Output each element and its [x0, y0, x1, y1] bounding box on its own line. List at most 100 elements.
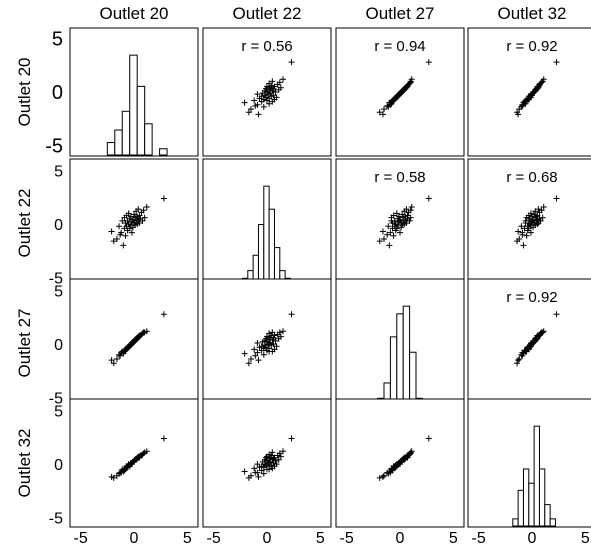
scatter-point [266, 80, 273, 87]
scatter-point [522, 220, 529, 226]
histogram-bar [538, 468, 546, 527]
scatter-point [241, 99, 248, 106]
scatter-point [254, 349, 261, 356]
scatter-point [540, 76, 547, 83]
scatter-point [520, 350, 527, 357]
correlation-label: r = 0.92 [506, 38, 557, 55]
histogram-bar [129, 54, 138, 156]
scatter-point [110, 360, 117, 367]
scatter-point [403, 220, 410, 226]
histogram-bar [402, 305, 411, 407]
scatter-point [553, 311, 560, 318]
scatter-point [539, 329, 546, 336]
scatter-point [381, 106, 387, 113]
scatter-point [270, 341, 277, 348]
scatter-point [251, 346, 258, 353]
scatter-point [139, 217, 146, 224]
scatter-point [128, 229, 135, 236]
scatter-point [386, 468, 393, 475]
scatter-point [140, 450, 147, 457]
scatter-point [264, 83, 270, 90]
scatter-point [118, 229, 125, 236]
scatter-point [248, 106, 254, 113]
scatter-point [254, 340, 261, 346]
y-tick-label: 0 [52, 82, 63, 104]
scatter-point [397, 216, 403, 223]
scatter-point [126, 225, 133, 232]
scatter-point [273, 461, 280, 468]
x-tick-label: -5 [74, 530, 88, 547]
scatter-point [267, 340, 274, 346]
scatter-point [245, 360, 252, 367]
panel-3-2 [335, 398, 465, 528]
scatter-point [425, 195, 432, 202]
scatter-point [553, 195, 560, 202]
panel-1-2: r = 0.58 [335, 158, 465, 288]
scatter-point [275, 456, 282, 463]
histogram-bar [268, 208, 275, 287]
panel-0-1: r = 0.56 [202, 27, 332, 157]
scatter-point [533, 213, 540, 220]
scatter-point [520, 242, 527, 249]
scatter-point [408, 204, 415, 210]
x-tick-label: 0 [396, 530, 405, 547]
scatter-point [399, 211, 406, 218]
scatter-point [143, 204, 150, 210]
scatter-point [376, 474, 383, 481]
scatter-point [258, 93, 265, 100]
scatter-point [381, 472, 387, 479]
row-title: Outlet 27 [15, 309, 34, 378]
column-title: Outlet 27 [366, 4, 435, 23]
correlation-label: r = 0.68 [506, 169, 557, 186]
column-title: Outlet 20 [100, 4, 169, 23]
scatter-point [540, 328, 547, 335]
scatter-point [276, 329, 283, 336]
scatter-point [386, 242, 393, 249]
scatter-point [379, 473, 386, 480]
panel-frame [467, 27, 591, 157]
x-tick-label: 0 [528, 530, 537, 547]
scatter-point [273, 343, 280, 350]
scatter-point [113, 356, 120, 362]
scatter-point [135, 206, 142, 213]
scatter-point [539, 214, 546, 221]
histogram-bar [522, 468, 530, 527]
histogram-bar [136, 85, 146, 156]
scatter-point [260, 103, 267, 110]
y-tick-label: -5 [49, 390, 63, 407]
scatter-point [391, 217, 398, 224]
panel-0-0 [69, 27, 199, 157]
y-tick-label: -5 [49, 510, 63, 527]
scatter-point [113, 236, 120, 242]
scatter-point [136, 212, 143, 219]
scatter-point [260, 351, 267, 358]
scatter-point [407, 449, 414, 456]
scatter-point [266, 330, 273, 337]
scatter-point [241, 468, 248, 475]
scatter-point [277, 84, 284, 91]
row-title: Outlet 20 [15, 58, 34, 127]
scatter-point [518, 223, 525, 230]
scatter-point [108, 228, 115, 235]
y-tick-label: 0 [54, 337, 63, 354]
scatter-point [269, 449, 276, 456]
scatter-point [127, 213, 134, 220]
scatter-point [516, 356, 523, 362]
scatter-point [519, 229, 526, 236]
histogram-bar [257, 224, 265, 287]
scatter-point [553, 59, 560, 66]
correlation-label: r = 0.56 [241, 38, 292, 55]
scatter-point [270, 455, 277, 462]
histogram-bar [517, 489, 524, 527]
scatter-point [523, 232, 530, 239]
panel-2-3: r = 0.92 [467, 278, 591, 408]
x-tick-label: 5 [316, 530, 325, 547]
scatter-point [108, 357, 115, 364]
panel-0-2: r = 0.94 [335, 27, 465, 157]
histogram-bar [114, 129, 123, 156]
scatter-point [254, 101, 261, 108]
scatter-point [271, 346, 278, 353]
scatter-point [534, 212, 541, 219]
scatter-point [252, 352, 259, 359]
